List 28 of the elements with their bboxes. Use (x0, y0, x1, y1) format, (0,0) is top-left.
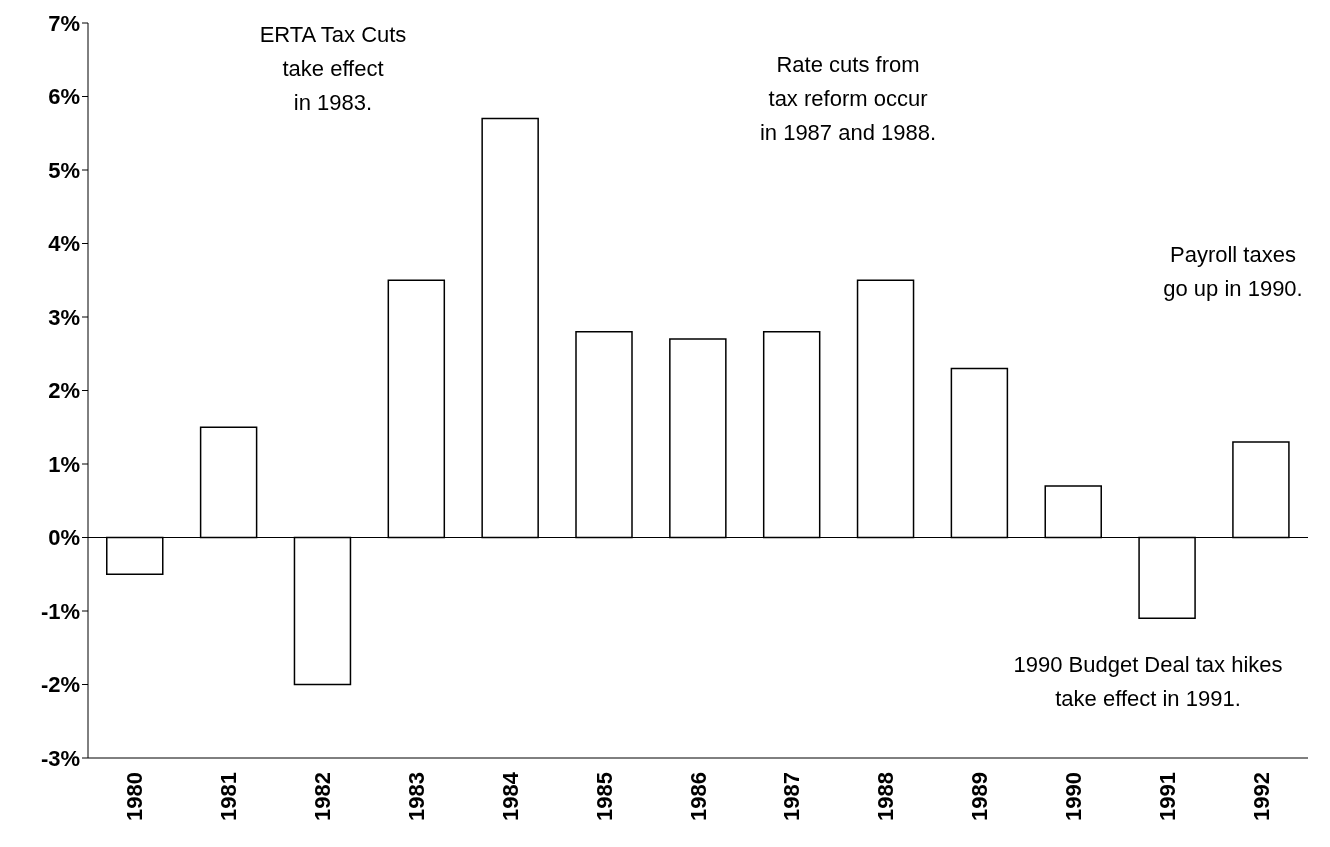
y-tick-label: 6% (48, 84, 80, 110)
x-tick-label: 1992 (1248, 772, 1274, 821)
annotation: 1990 Budget Deal tax hikes take effect in 1991. (1013, 651, 1283, 713)
x-tick-label: 1989 (967, 772, 993, 821)
x-tick-label: 1982 (310, 772, 336, 821)
x-tick-label: 1981 (216, 772, 242, 821)
y-tick-label: -1% (40, 598, 80, 624)
y-tick-label: 0% (48, 525, 80, 551)
y-tick-label: -3% (40, 745, 80, 771)
x-tick-label: 1985 (591, 772, 617, 821)
x-tick-label: 1990 (1060, 772, 1086, 821)
y-tick-label: 4% (48, 231, 80, 257)
x-tick-label: 1991 (1154, 772, 1180, 821)
x-tick-label: 1983 (403, 772, 429, 821)
x-tick-label: 1980 (122, 772, 148, 821)
x-tick-label: 1988 (873, 772, 899, 821)
x-tick-label: 1984 (497, 771, 523, 821)
y-tick-label: 7% (48, 10, 80, 36)
y-tick-label: 1% (48, 451, 80, 477)
x-tick-label: 1987 (779, 772, 805, 821)
annotation: Rate cuts from tax reform occur in 1987 and 1988. (759, 51, 937, 147)
x-tick-label: 1986 (685, 772, 711, 821)
annotation: ERTA Tax Cuts take effect in 1983. (259, 21, 407, 117)
y-tick-label: 2% (48, 378, 80, 404)
y-tick-label: 3% (48, 304, 80, 330)
y-tick-label: 5% (48, 157, 80, 183)
annotation: Payroll taxes go up in 1990. (1163, 241, 1303, 303)
y-tick-label: -2% (40, 672, 80, 698)
